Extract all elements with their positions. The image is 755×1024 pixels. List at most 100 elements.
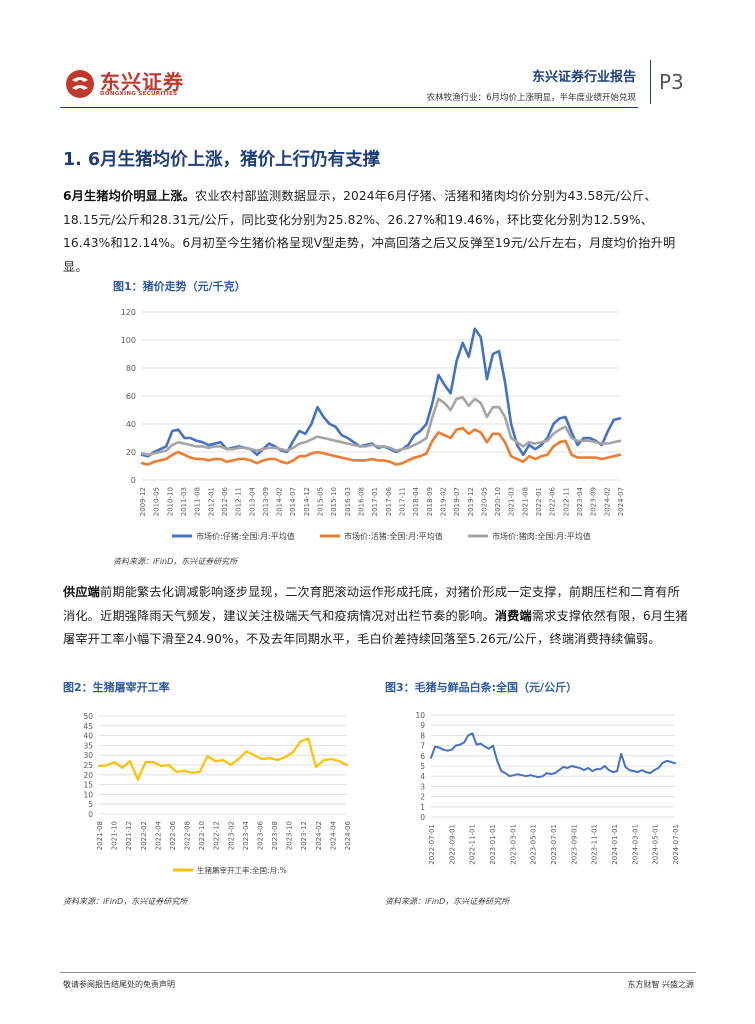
x-tick-label: 2010-10 [166, 487, 174, 516]
x-tick-label: 2023-09 [590, 487, 598, 516]
x-tick-label: 2023-02 [227, 821, 235, 850]
x-tick-label: 2022-06 [549, 486, 557, 516]
demand-lead: 消费端 [494, 608, 532, 623]
x-tick-label: 2018-09 [426, 487, 434, 516]
x-tick-label: 2024-01-01 [611, 824, 619, 865]
x-tick-label: 2022-08 [184, 821, 192, 850]
x-tick-label: 2018-04 [412, 486, 420, 516]
x-tick-label: 2023-08 [271, 821, 279, 850]
pig-price-chart: 0 20 40 60 80 100 120 2009-12 2010-05 2010-10 2011… [121, 308, 625, 541]
legend-label: 生猪屠宰开工率:全国:月:% [197, 865, 287, 875]
footer-disclaimer: 敬请参阅报告结尾处的免责声明 [63, 980, 175, 989]
x-tick-label: 2014-07 [289, 487, 297, 516]
x-tick-label: 2024-04 [329, 820, 337, 850]
x-tick-label: 2020-05 [480, 487, 488, 516]
x-tick-label: 2022-02 [140, 821, 148, 850]
x-tick-label: 2023-05-01 [530, 824, 538, 865]
fig3-title: 图3：毛猪与鲜品白条:全国（元/公斤） [385, 681, 578, 694]
x-tick-label: 2011-08 [194, 487, 202, 516]
x-tick-label: 2012-01 [207, 487, 215, 516]
x-tick-label: 2012-06 [221, 486, 229, 516]
y-tick-label: 80 [126, 364, 136, 373]
footer-slogan: 东方财智 兴盛之源 [627, 980, 694, 989]
dongxing-logo-icon [66, 70, 94, 98]
x-tick-label: 2017-06 [385, 486, 393, 516]
x-tick-label: 2023-09-01 [570, 824, 578, 865]
y-tick-label: 30 [83, 751, 93, 760]
x-tick-label: 2022-06 [169, 820, 177, 850]
x-tick-label: 2019-12 [467, 487, 475, 516]
y-tick-label: 5 [420, 762, 425, 771]
series-line [140, 426, 622, 466]
y-tick-label: 20 [126, 448, 136, 457]
x-tick-label: 2024-02 [603, 487, 611, 516]
series-line [97, 737, 349, 781]
y-tick-label: 5 [88, 800, 93, 809]
x-tick-label: 2017-11 [398, 487, 406, 516]
x-tick-label: 2023-01-01 [489, 824, 497, 865]
x-tick-label: 2023-07-01 [550, 824, 558, 865]
x-tick-label: 2023-10 [286, 821, 294, 850]
x-tick-label: 2024-03-01 [631, 824, 639, 865]
x-tick-label: 2023-04 [242, 820, 250, 850]
y-tick-label: 40 [83, 732, 93, 741]
legend-label: 市场价:仔猪:全国:月:平均值 [196, 531, 295, 541]
x-tick-label: 2013-09 [262, 487, 270, 516]
x-tick-label: 2010-05 [153, 487, 161, 516]
y-tick-label: 0 [88, 810, 93, 819]
y-tick-label: 20 [83, 771, 93, 780]
y-tick-label: 6 [420, 752, 425, 761]
x-tick-label: 2014-02 [276, 487, 284, 516]
y-tick-label: 0 [420, 813, 425, 822]
x-tick-label: 2022-12 [213, 821, 221, 850]
demand-body: 需求支撑依然有限，6月生猪屠宰开工率小幅下滑至24.90%，不及去年同期水平，毛… [63, 608, 688, 647]
paragraph-body: 农业农村部监测数据显示，2024年6月仔猪、活猪和猪肉均价分别为43.58元/公… [63, 189, 676, 274]
x-tick-label: 2021-08 [96, 821, 104, 850]
x-tick-label: 2022-01 [535, 487, 543, 516]
x-tick-label: 2009-12 [139, 487, 147, 516]
x-tick-label: 2023-04 [576, 486, 584, 516]
paragraph-lead: 6月生猪均价明显上涨。 [63, 189, 196, 203]
x-tick-label: 2024-06 [344, 820, 352, 850]
x-tick-label: 2017-01 [371, 487, 379, 516]
report-subtitle: 农林牧渔行业：6月均价上涨明显，半年度业绩开始兑现 [426, 93, 636, 103]
legend-label: 市场价:猪肉:全国:月:平均值 [492, 531, 591, 541]
x-tick-label: 2024-07-01 [672, 824, 680, 865]
fig2-source: 资料来源：iFinD，东兴证券研究所 [63, 897, 188, 906]
x-tick-label: 2022-10 [198, 821, 206, 850]
legend-label: 市场价:活猪:全国:月:平均值 [344, 531, 443, 541]
series-line [430, 732, 676, 779]
report-title: 东兴证券行业报告 [531, 70, 636, 85]
x-tick-label: 2015-05 [317, 487, 325, 516]
y-tick-label: 9 [420, 721, 425, 730]
x-tick-label: 2012-11 [235, 487, 243, 516]
x-tick-label: 2011-03 [180, 487, 188, 516]
footer-divider [60, 972, 696, 973]
x-tick-label: 2023-06 [256, 820, 264, 850]
x-tick-label: 2019-02 [439, 487, 447, 516]
fig1-source: 资料来源：iFinD，东兴证券研究所 [113, 557, 238, 566]
x-tick-label: 2021-08 [521, 487, 529, 516]
y-tick-label: 35 [83, 741, 93, 750]
x-tick-label: 2014-12 [303, 487, 311, 516]
brand-name-en: DONGXING SECURITIES [100, 91, 178, 97]
paragraph-supply-demand: 供应端前期能繁去化调减影响逐步显现，二次育肥滚动运作形成托底，对猪价形成一定支撑… [63, 581, 691, 652]
y-tick-label: 60 [126, 392, 136, 401]
x-tick-label: 2022-11 [562, 487, 570, 516]
x-tick-label: 2020-10 [494, 487, 502, 516]
y-tick-label: 0 [131, 476, 136, 485]
x-tick-label: 2022-04 [154, 820, 162, 850]
y-tick-label: 120 [121, 308, 136, 317]
section-title: 1. 6月生猪均价上涨，猪价上行仍有支撑 [63, 150, 381, 170]
x-tick-label: 2024-02 [315, 821, 323, 850]
y-tick-label: 8 [420, 731, 425, 740]
supply-body: 前期能繁去化调减影响逐步显现，二次育肥滚动运作形成托底，对猪价形成一定支撑，前期… [63, 585, 680, 623]
y-tick-label: 50 [83, 712, 93, 721]
brand-name: 东兴证券 [100, 70, 184, 94]
x-tick-label: 2013-04 [248, 486, 256, 516]
x-tick-label: 2022-07-01 [428, 824, 436, 865]
x-tick-label: 2023-11-01 [591, 824, 599, 865]
header-vertical-divider [650, 60, 651, 104]
y-tick-label: 45 [83, 722, 93, 731]
